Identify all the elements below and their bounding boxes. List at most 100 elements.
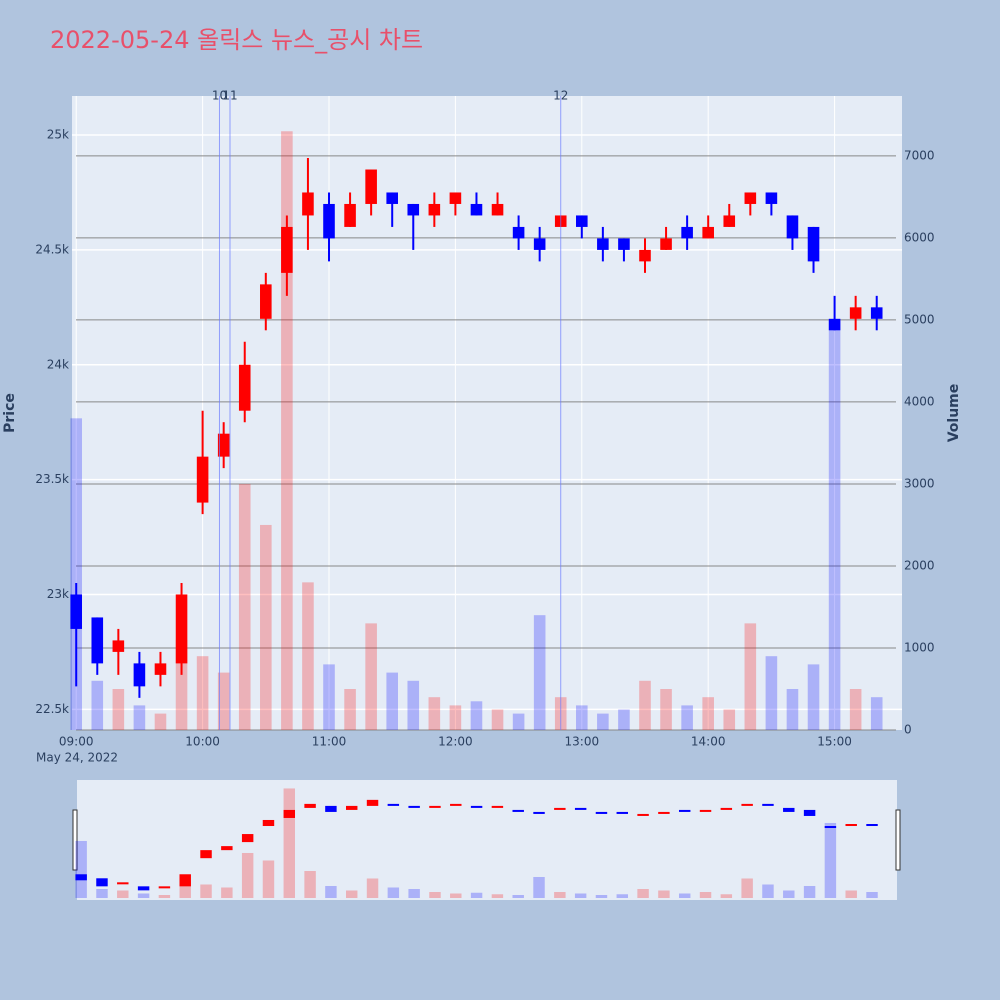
slider-volume-bar [283,788,296,898]
candle-body [639,249,651,262]
y-tick-label: 23.5k [35,472,69,486]
candle-body [91,617,104,664]
slider-volume-bar [450,893,462,898]
slider-candle [408,805,420,808]
slider-volume-bar [637,888,649,898]
y-tick-label: 22.5k [35,702,69,716]
candle-body [449,192,462,204]
x-tick-label: 09:00 [59,735,94,749]
slider-candle [325,805,337,812]
candle-body [175,594,188,664]
x-tick-label: 10:00 [185,735,220,749]
slider-candle [533,811,545,814]
slider-candle [741,803,753,806]
y-tick-label: 25k [47,128,69,142]
slider-volume-bar [595,894,608,898]
candle-body [386,192,398,204]
slider-candle [783,807,795,812]
volume-bar [70,418,83,730]
candle-body [702,226,714,239]
slider-candle [720,807,733,810]
slider-candle [429,805,441,808]
candle-body [491,203,504,216]
candle-body [870,307,883,319]
slider-candle [117,882,129,885]
slider-candle [304,803,316,808]
volume-bar [849,688,862,730]
volume-bar [744,623,757,730]
slider-volume-bar [533,876,545,898]
candle-body [849,307,862,319]
volume-bar [344,688,356,730]
slider-volume-bar [366,878,379,898]
candle-body [407,203,420,216]
slider-volume-bar [845,890,857,898]
candle-body [533,238,546,250]
range-slider[interactable] [77,780,897,900]
slider-candle [678,809,691,812]
news-marker-label: 12 [553,89,568,103]
y-tick-label: 24k [47,357,69,371]
slider-candle [574,807,587,810]
candle-body [70,594,83,629]
plot-area [72,96,902,730]
slider-volume-bar [345,890,358,898]
volume-bar [491,709,504,730]
slider-volume-bar [491,894,504,898]
volume-bar [512,713,525,730]
y2-axis-title: Volume [946,384,962,443]
news-marker-label: 10 [212,89,227,103]
volume-bar [723,709,736,730]
volume-bar [660,688,672,730]
slider-candle [345,805,358,810]
candle-body [744,192,757,204]
volume-bar [576,705,588,730]
candle-body [196,456,209,503]
slider-volume-bar [616,894,629,898]
candle-body [154,663,167,675]
slider-candle [512,809,524,812]
slider-volume-bar [512,894,524,898]
slider-volume-bar [678,893,691,898]
slider-volume-bar [117,890,129,898]
slider-candle [699,809,712,812]
slider-candle [241,834,254,843]
slider-candle [179,874,191,887]
slider-volume-bar [762,884,774,898]
volume-bar [154,713,167,730]
slider-handle[interactable] [895,809,901,871]
y-tick-label: 23k [47,587,69,601]
candle-body [217,433,230,457]
slider-volume-bar [221,887,233,898]
candle-body [112,640,125,652]
slider-volume-bar [658,890,670,898]
slider-volume-bar [262,860,275,898]
volume-bar [470,701,483,730]
volume-bar [597,713,609,730]
slider-candle [616,811,629,814]
news-marker-label: 11 [222,89,237,103]
volume-bar [196,656,209,730]
slider-candle [637,813,649,816]
slider-candle [262,819,275,827]
candle-body [512,226,525,239]
slider-volume-bar [387,887,400,898]
candle-body [765,192,778,204]
slider-volume-bar [200,884,212,898]
volume-bar [702,697,714,730]
volume-bar [639,680,651,730]
volume-bar [323,664,335,730]
candle-body [828,318,841,331]
slider-candle [554,807,566,810]
slider-candle [137,886,150,891]
y2-tick-label: 7000 [904,148,935,162]
volume-bar [786,688,799,730]
slider-volume-bar [783,890,795,898]
slider-candle [200,850,212,859]
volume-bar [112,688,125,730]
candle-body [723,215,736,227]
slider-handle[interactable] [72,809,78,871]
slider-volume-bar [325,885,337,898]
slider-candle [387,803,400,806]
volume-bar [765,656,778,730]
